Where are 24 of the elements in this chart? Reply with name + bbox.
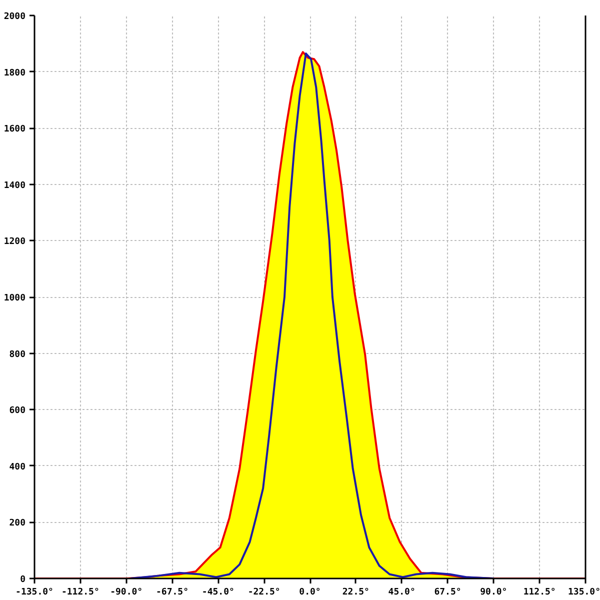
x-tick-label: 22.5° [342, 588, 370, 598]
x-tick-label: 45.0° [388, 588, 416, 598]
x-tick-label: -67.5° [156, 588, 189, 598]
x-tick-label: 135.0° [568, 588, 600, 598]
y-tick-label: 0 [20, 575, 26, 585]
x-tick-label: -112.5° [61, 588, 100, 598]
y-tick-label: 1200 [4, 237, 26, 248]
y-tick-label: 1800 [4, 68, 26, 78]
x-tick-label: -22.5° [248, 588, 280, 598]
x-tick-label: 90.0° [480, 588, 508, 598]
y-tick-label: 1600 [4, 124, 26, 135]
y-tick-label: 600 [9, 406, 26, 416]
y-tick-label: 1400 [4, 180, 26, 191]
y-tick-label: 2000 [4, 12, 26, 22]
x-tick-label: -45.0° [202, 588, 234, 598]
y-tick-label: 200 [9, 518, 26, 529]
y-tick-label: 1000 [4, 294, 26, 304]
x-tick-label: -135.0° [16, 588, 54, 598]
x-tick-label: 0.0° [299, 588, 321, 598]
y-tick-label: 400 [9, 462, 26, 472]
x-tick-label: 67.5° [434, 588, 462, 598]
x-tick-label: 112.5° [523, 588, 556, 598]
y-tick-label: 800 [9, 350, 26, 360]
x-tick-label: -90.0° [110, 588, 143, 598]
